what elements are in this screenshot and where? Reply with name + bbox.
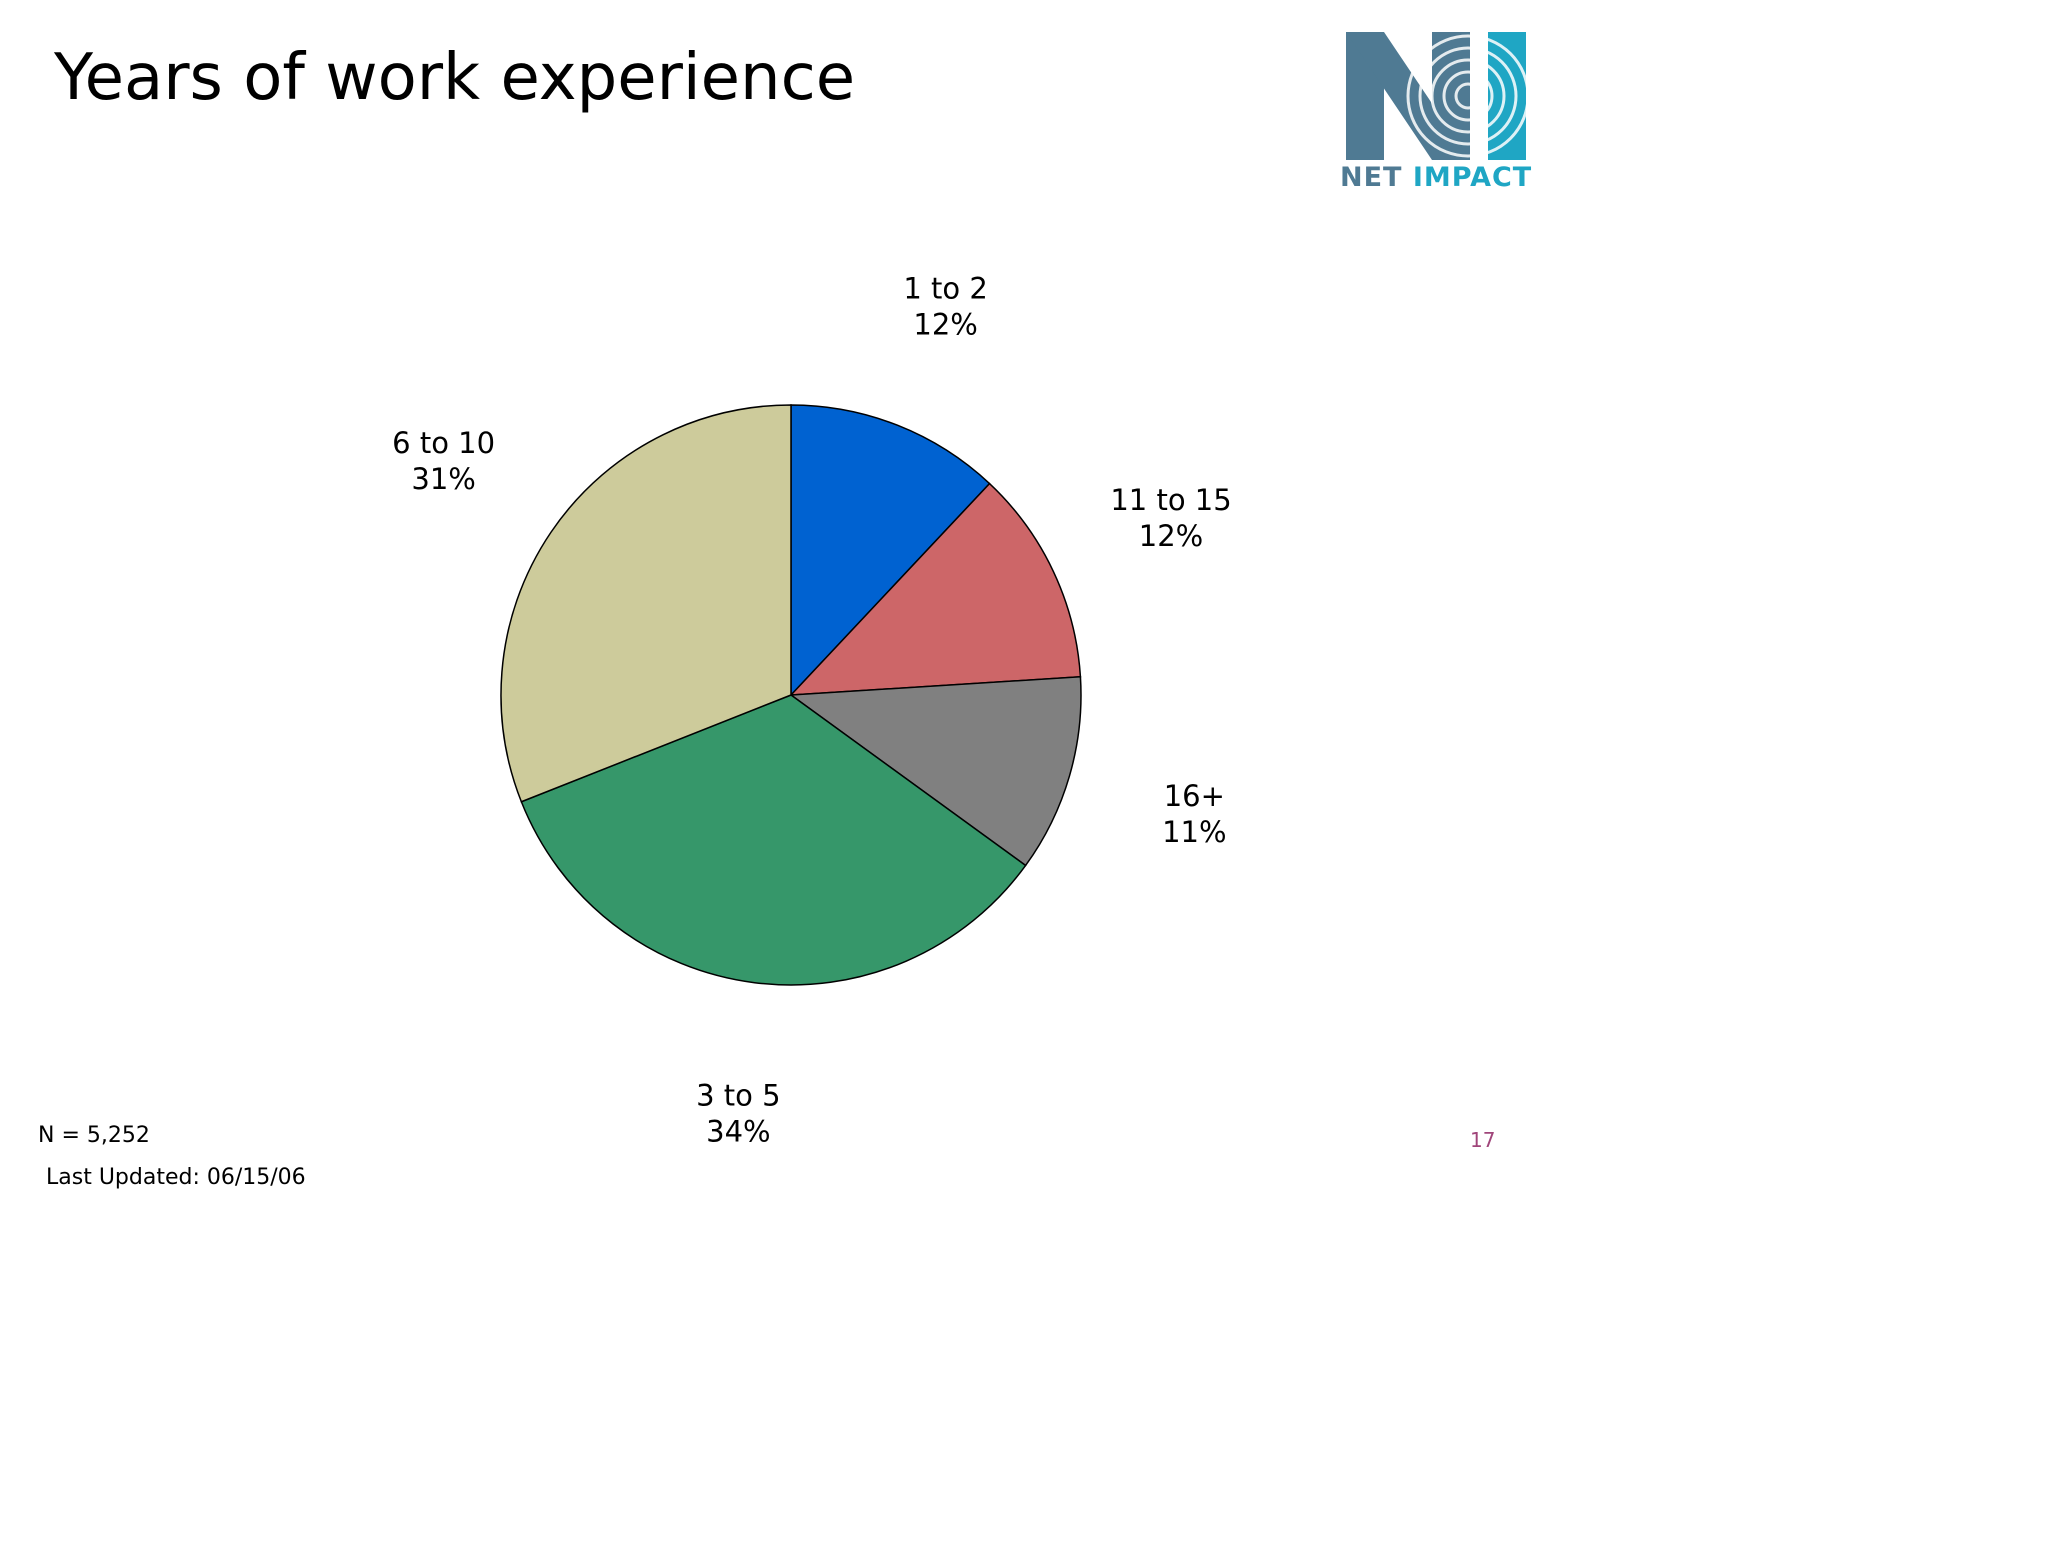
slice-label-11-to-15: 11 to 15 12% xyxy=(1110,483,1231,553)
slide-title: Years of work experience xyxy=(54,41,856,115)
slice-label-6-to-10: 6 to 10 31% xyxy=(392,426,495,496)
pie-slice-11-to-15 xyxy=(789,482,1082,696)
pie-slice-1-to-2 xyxy=(790,404,991,697)
pie-slice-16 xyxy=(788,675,1082,867)
page-number: 17 xyxy=(1470,1128,1496,1152)
logo-i-letter xyxy=(1488,32,1526,160)
net-impact-logo xyxy=(1346,32,1530,160)
pie-chart: 1 to 2 12% 11 to 15 12% 16+ 11% 3 to 5 34% 6 to … xyxy=(392,271,1232,1149)
logo-ripple-rings xyxy=(1406,34,1530,158)
logo-wordmark: NET IMPACT xyxy=(1340,162,1532,193)
sample-size-note: N = 5,252 xyxy=(38,1123,150,1148)
pie-slice-3-to-5 xyxy=(520,694,1027,986)
pie-slice-6-to-10 xyxy=(500,404,792,803)
slice-label-16: 16+ 11% xyxy=(1162,779,1226,849)
logo-word-net: NET xyxy=(1340,162,1403,193)
blank-margin xyxy=(1560,0,2048,1567)
last-updated-note: Last Updated: 06/15/06 xyxy=(46,1165,306,1190)
slide: Years of work experience NET IMPACT 1 to… xyxy=(38,32,1532,1190)
logo-word-impact: IMPACT xyxy=(1412,162,1533,193)
slice-label-1-to-2: 1 to 2 12% xyxy=(903,271,987,341)
slice-label-3-to-5: 3 to 5 34% xyxy=(696,1079,780,1149)
